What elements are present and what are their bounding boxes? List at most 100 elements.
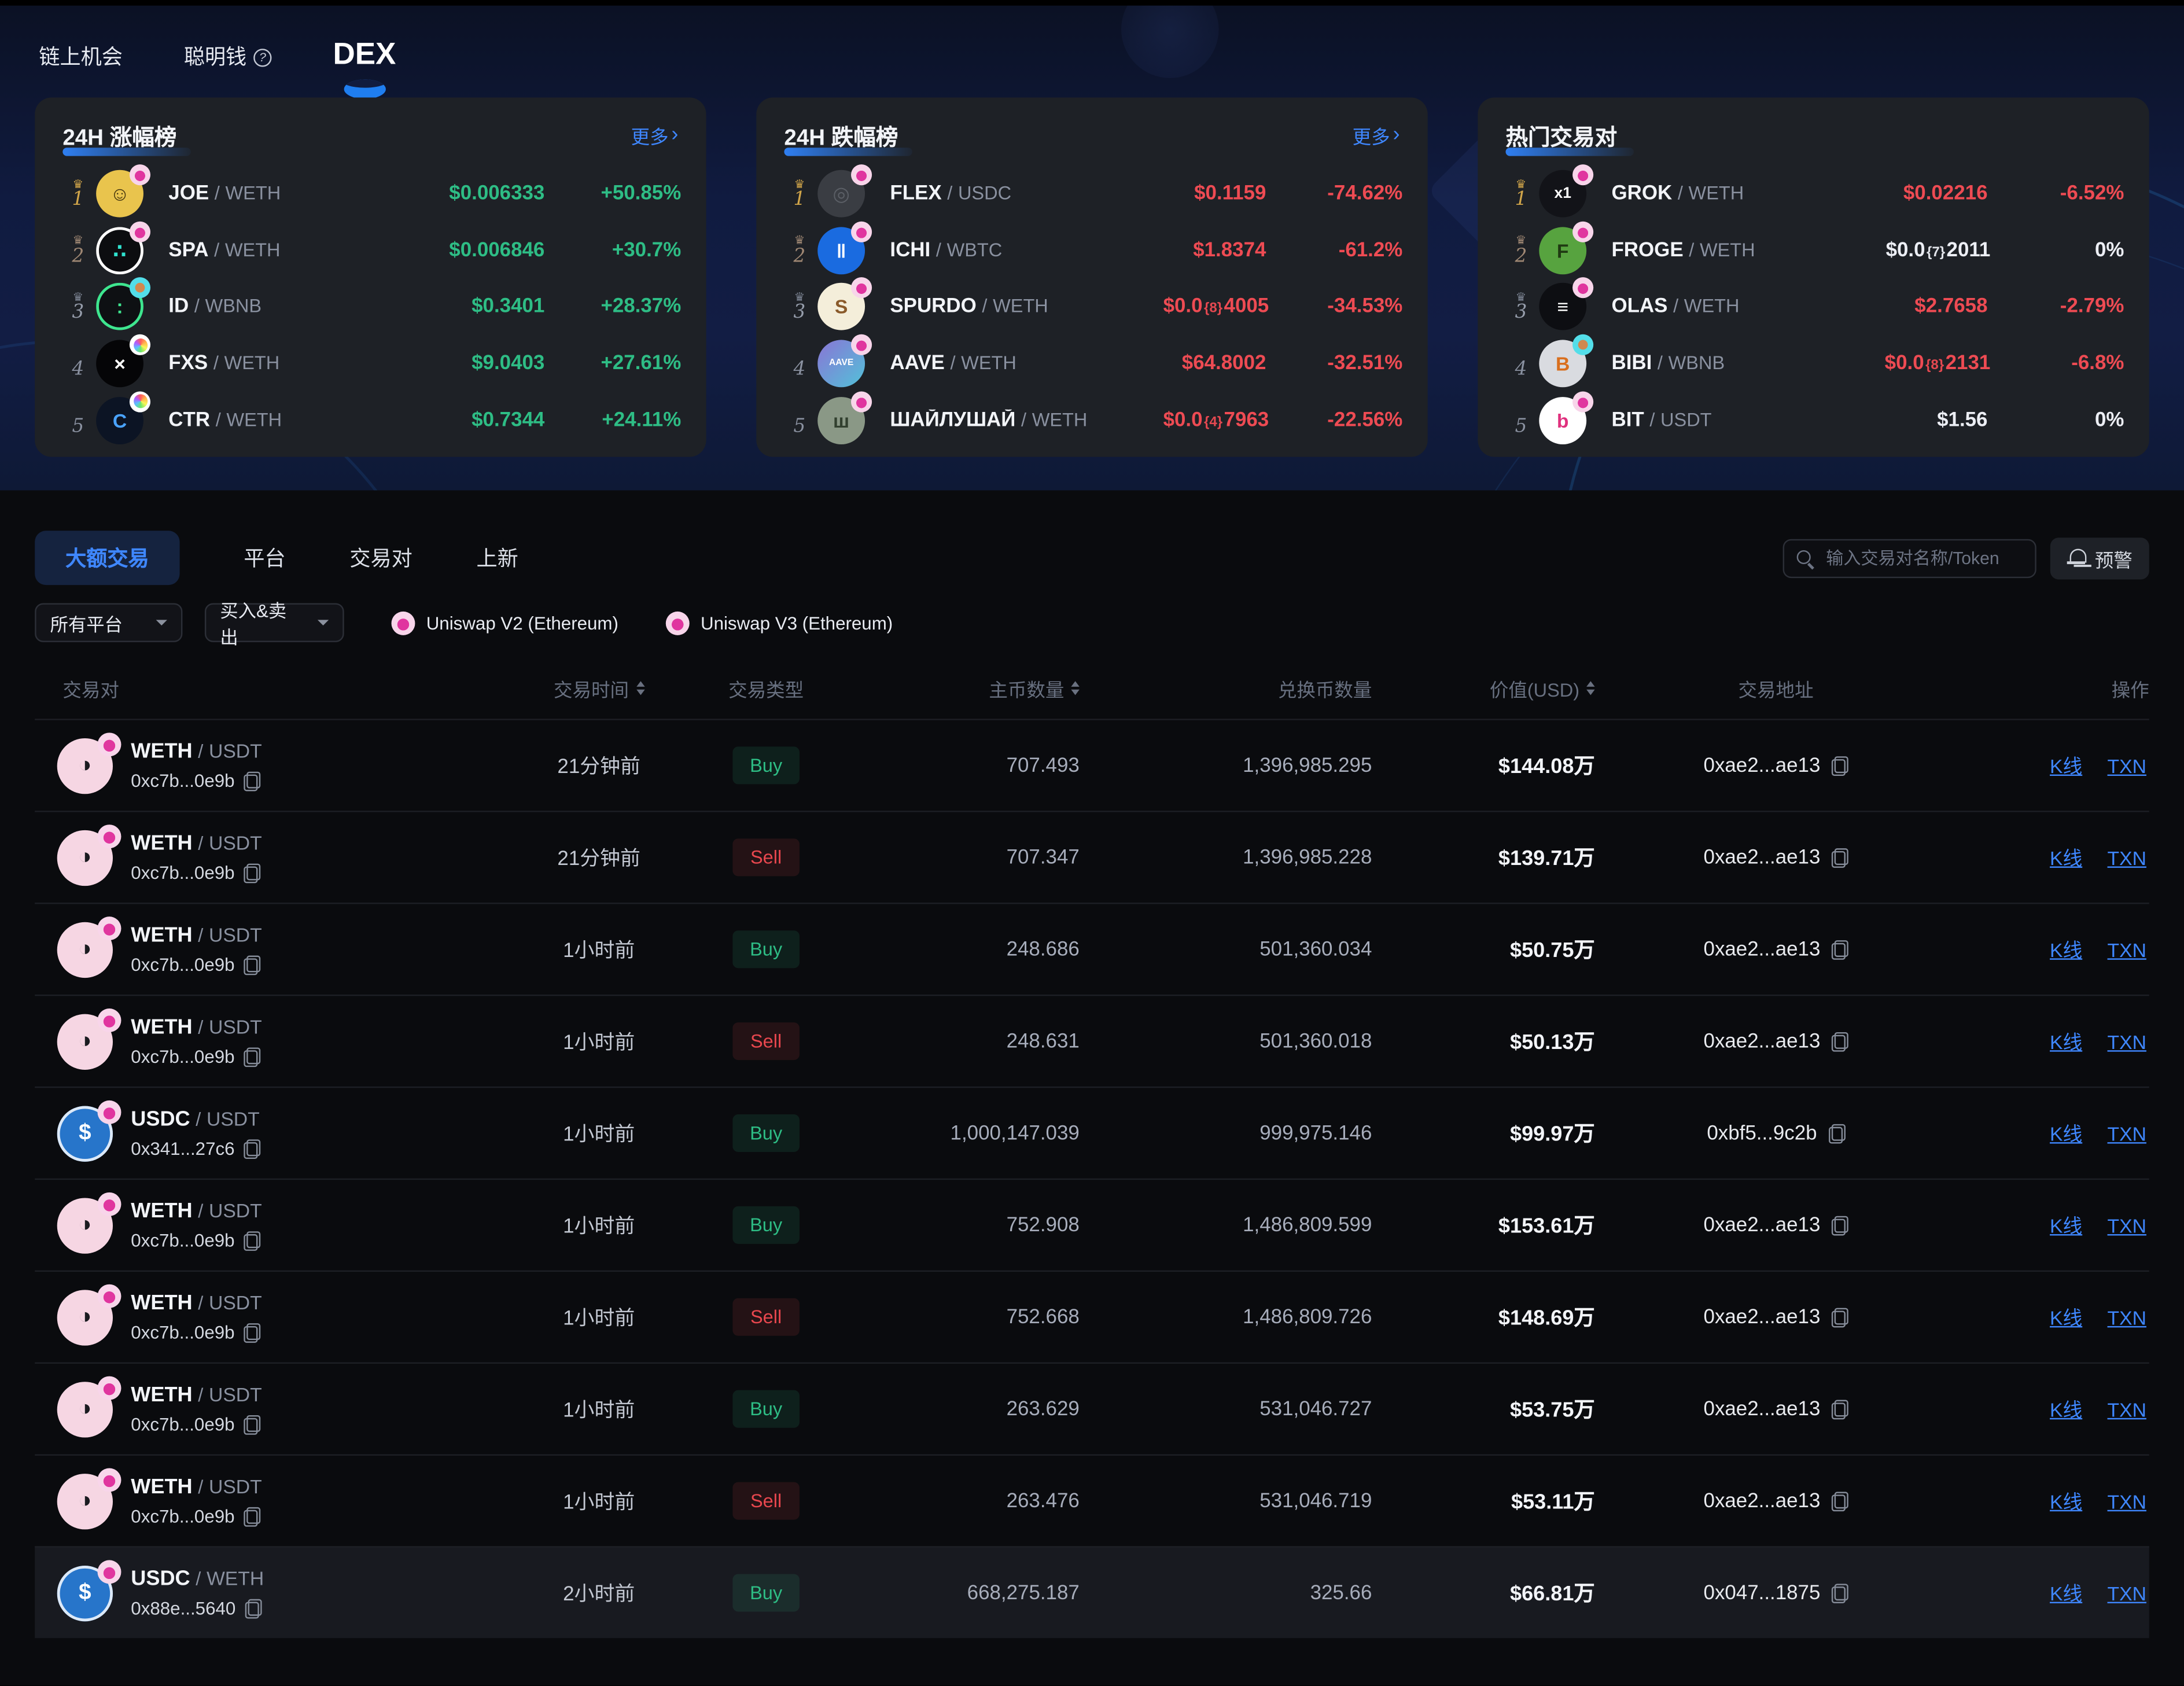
- copy-icon[interactable]: [244, 1231, 262, 1250]
- nav-item-onchain-opportunities[interactable]: 链上机会: [39, 46, 123, 70]
- platform-select[interactable]: 所有平台: [35, 603, 183, 642]
- table-row[interactable]: ◑ WETH / USDT 0xc7b...0e9b 1小时前 Sell 248.6…: [35, 994, 2149, 1087]
- nav-item-smart-money[interactable]: 聪明钱?: [184, 42, 272, 71]
- tab-platforms[interactable]: 平台: [244, 547, 286, 572]
- copy-icon[interactable]: [1831, 1307, 1848, 1327]
- column-header[interactable]: 交易时间: [509, 674, 690, 702]
- pair-row-fxs[interactable]: 4 × FXS / WETH $9.0403 +27.61%: [60, 334, 682, 392]
- sort-icon[interactable]: [1071, 681, 1079, 695]
- copy-icon[interactable]: [1831, 1491, 1848, 1511]
- table-row[interactable]: $ USDC / USDT 0x341...27c6 1小时前 Buy 1,000,…: [35, 1086, 2149, 1179]
- copy-icon[interactable]: [244, 863, 262, 883]
- pair-row-spa[interactable]: 2 ∴ SPA/WETH $0.006846 +30.7%: [60, 221, 682, 279]
- txn-link[interactable]: TXN: [2107, 1581, 2146, 1604]
- table-row[interactable]: ◑ WETH / USDT 0xc7b...0e9b 1小时前 Sell 752.6…: [35, 1270, 2149, 1363]
- copy-icon[interactable]: [245, 1598, 263, 1618]
- table-row[interactable]: ◑ WETH / USDT 0xc7b...0e9b 1小时前 Buy 752.90…: [35, 1178, 2149, 1271]
- pair-row-spurdo[interactable]: 3 S SPURDO/WETH $0.0{8}4005 -34.53%: [782, 278, 1402, 336]
- alert-button[interactable]: 预警: [2050, 537, 2149, 579]
- copy-icon[interactable]: [244, 1506, 262, 1526]
- toolbar: 大额交易 平台 交易对 上新 预警: [35, 531, 2149, 586]
- table-row[interactable]: ◑ WETH / USDT 0xc7b...0e9b 1小时前 Buy 248.68…: [35, 903, 2149, 995]
- tab-pairs[interactable]: 交易对: [349, 547, 413, 572]
- txn-link[interactable]: TXN: [2107, 1030, 2146, 1052]
- kline-link[interactable]: K线: [2050, 1397, 2083, 1420]
- table-row[interactable]: ◑ WETH / USDT 0xc7b...0e9b 1小时前 Sell 263.4…: [35, 1454, 2149, 1546]
- column-header[interactable]: 价值(USD): [1372, 674, 1594, 702]
- copy-icon[interactable]: [1831, 1215, 1848, 1235]
- panel-rows: 1 ☺ JOE/WETH $0.006333 +50.85% 2 ∴ SPA/W…: [35, 152, 706, 448]
- txn-link[interactable]: TXN: [2107, 1489, 2146, 1512]
- copy-icon[interactable]: [1831, 1031, 1848, 1051]
- pair-row-froge[interactable]: 2 F FROGE/WETH $0.0{7}2011 0%: [1503, 221, 2124, 279]
- copy-icon[interactable]: [1831, 847, 1848, 867]
- more-link[interactable]: 更多: [1353, 121, 1400, 149]
- pair-row-шайлушай[interactable]: 5 ш ШАЙЛУШАЙ / WETH $0.0 {4} 7963 -22.56%: [782, 391, 1402, 448]
- table-row[interactable]: ◑ WETH / USDT 0xc7b...0e9b 21分钟前 Sell 707.…: [35, 811, 2149, 903]
- kline-link[interactable]: K线: [2050, 1489, 2083, 1512]
- kline-link[interactable]: K线: [2050, 1030, 2083, 1052]
- copy-icon[interactable]: [244, 1322, 262, 1342]
- pair-row-flex[interactable]: 1 ◎ FLEX/USDC $0.1159 -74.62%: [782, 164, 1402, 222]
- kline-link[interactable]: K线: [2050, 754, 2083, 777]
- platform-chip-uniswap-v3[interactable]: Uniswap V3 (Ethereum): [665, 610, 893, 635]
- copy-icon[interactable]: [1831, 1583, 1848, 1603]
- pair-row-ctr[interactable]: 5 C CTR / WETH $0.7344 +24.11%: [60, 391, 682, 448]
- pair-price: $0.3401: [472, 296, 545, 319]
- pair-row-bit[interactable]: 5 b BIT / USDT $1.56 0%: [1503, 391, 2124, 448]
- tab-large-trades[interactable]: 大额交易: [35, 531, 180, 586]
- pair-row-aave[interactable]: 4 AAVE AAVE / WETH $64.8002 -32.51%: [782, 334, 1402, 392]
- txn-link[interactable]: TXN: [2107, 754, 2146, 777]
- side-select[interactable]: 买入&卖出: [204, 601, 344, 647]
- pair-name: FLEX / USDC: [890, 183, 1012, 205]
- txn-link[interactable]: TXN: [2107, 1214, 2146, 1236]
- txn-link[interactable]: TXN: [2107, 938, 2146, 960]
- copy-icon[interactable]: [1831, 939, 1848, 959]
- pair-quote: USDT: [208, 1015, 262, 1038]
- txn-link[interactable]: TXN: [2107, 846, 2146, 869]
- pair-row-joe[interactable]: 1 ☺ JOE/WETH $0.006333 +50.85%: [60, 164, 682, 222]
- kline-link[interactable]: K线: [2050, 846, 2083, 869]
- txn-link[interactable]: TXN: [2107, 1122, 2146, 1144]
- pair-base: WETH: [131, 739, 193, 764]
- pair-row-ichi[interactable]: 2 ‖ ICHI/WBTC $1.8374 -61.2%: [782, 221, 1402, 279]
- tab-new-listings[interactable]: 上新: [476, 547, 518, 572]
- pair-row-bibi[interactable]: 4 B BIBI / WBNB $0.0 {8} 2131 -6.8%: [1503, 334, 2124, 392]
- section-tabs: 大额交易 平台 交易对 上新: [35, 531, 518, 586]
- pair-row-olas[interactable]: 3 ≡ OLAS/WETH $2.7658 -2.79%: [1503, 278, 2124, 336]
- question-circle-icon[interactable]: ?: [253, 48, 272, 67]
- table-row[interactable]: $ USDC / WETH 0x88e...5640 2小时前 Buy 668,27…: [35, 1546, 2149, 1639]
- copy-icon[interactable]: [244, 1139, 262, 1158]
- column-header[interactable]: 主币数量: [843, 674, 1080, 702]
- kline-link[interactable]: K线: [2050, 1214, 2083, 1236]
- copy-icon[interactable]: [1831, 1399, 1848, 1419]
- pair-row-id[interactable]: 3 : ID/WBNB $0.3401 +28.37%: [60, 278, 682, 336]
- pair-base: WETH: [131, 831, 193, 856]
- platform-chip-uniswap-v2[interactable]: Uniswap V2 (Ethereum): [391, 610, 618, 635]
- search-input[interactable]: [1782, 538, 2036, 577]
- txn-link[interactable]: TXN: [2107, 1397, 2146, 1420]
- copy-icon[interactable]: [1828, 1123, 1845, 1143]
- txn-link[interactable]: TXN: [2107, 1306, 2146, 1328]
- kline-link[interactable]: K线: [2050, 938, 2083, 960]
- table-row[interactable]: ◑ WETH / USDT 0xc7b...0e9b 21分钟前 Buy 707.4…: [35, 719, 2149, 811]
- pair-quote: USDC: [957, 183, 1012, 204]
- pair-row-grok[interactable]: 1 x1 GROK/WETH $0.02216 -6.52%: [1503, 164, 2124, 222]
- kline-link[interactable]: K线: [2050, 1122, 2083, 1144]
- copy-icon[interactable]: [244, 1414, 262, 1434]
- quote-amount: 1,396,985.295: [1243, 754, 1372, 777]
- base-amount: 263.476: [1006, 1489, 1080, 1512]
- nav-item-dex[interactable]: DEX: [333, 36, 396, 99]
- table-row[interactable]: ◑ WETH / USDT 0xc7b...0e9b 1小时前 Buy 263.62…: [35, 1362, 2149, 1455]
- base-amount: 248.686: [1006, 938, 1080, 960]
- copy-icon[interactable]: [244, 1047, 262, 1066]
- sort-icon[interactable]: [1586, 681, 1594, 695]
- kline-link[interactable]: K线: [2050, 1306, 2083, 1328]
- copy-icon[interactable]: [244, 771, 262, 791]
- more-link[interactable]: 更多: [631, 121, 679, 149]
- copy-icon[interactable]: [244, 955, 262, 975]
- copy-icon[interactable]: [1831, 756, 1848, 775]
- uniswap-badge-icon: [1572, 221, 1594, 242]
- kline-link[interactable]: K线: [2050, 1581, 2083, 1604]
- sort-icon[interactable]: [636, 681, 644, 695]
